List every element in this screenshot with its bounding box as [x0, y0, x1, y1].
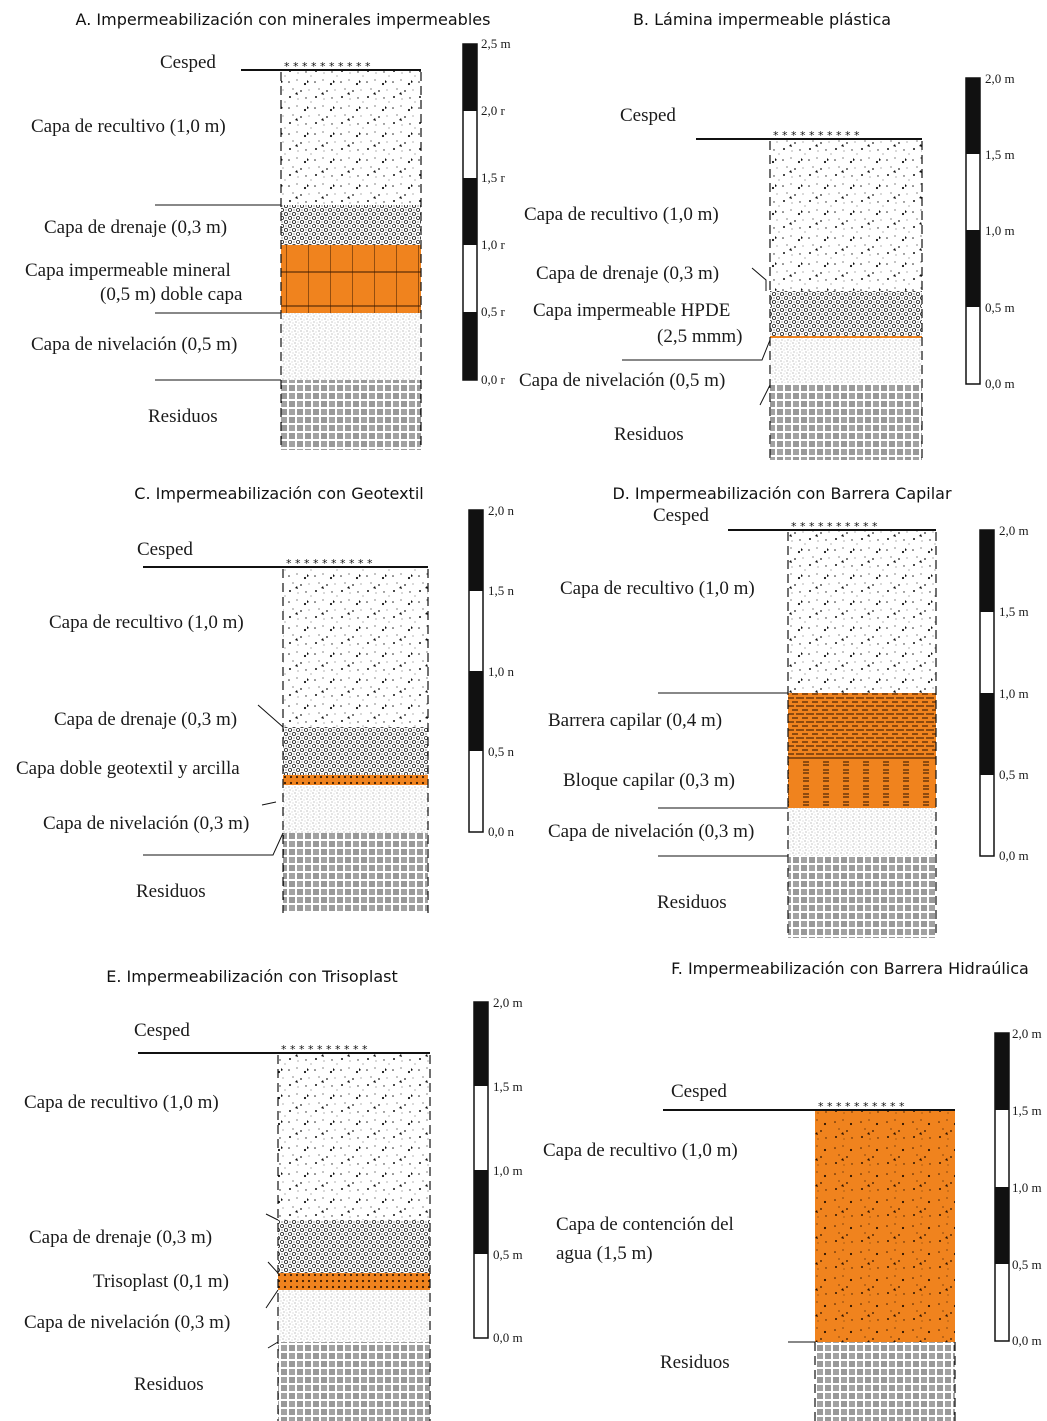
panel-f-layer-label: Capa de recultivo (1,0 m) — [543, 1140, 738, 1161]
panel-d-title: D. Impermeabilización con Barrera Capila… — [612, 484, 952, 503]
panel-b-layer-label: Capa de drenaje (0,3 m) — [536, 263, 719, 284]
panel-a-scale-tick: 1,5 r — [481, 170, 506, 185]
svg-text:* * * * * * * * * *: * * * * * * * * * * — [773, 129, 860, 142]
panel-e: E. Impermeabilización con Trisoplast * *… — [24, 967, 523, 1421]
panel-f-scale-tick: 0,0 m — [1012, 1333, 1042, 1348]
panel-f-column: * * * * * * * * * * — [663, 1100, 956, 1421]
panel-b-scale-tick: 1,0 m — [985, 223, 1015, 238]
panel-d: D. Impermeabilización con Barrera Capila… — [548, 484, 1029, 938]
panel-f-grass-label: Cesped — [671, 1081, 727, 1102]
panel-a-layer-label: Capa de drenaje (0,3 m) — [44, 217, 227, 238]
panel-a-grass-label: Cesped — [160, 52, 216, 73]
svg-text:* * * * * * * * * *: * * * * * * * * * * — [284, 60, 371, 73]
panel-d-layer-label: Residuos — [657, 892, 727, 913]
panel-e-scale-tick: 0,0 m — [493, 1330, 523, 1345]
panel-e-grass-label: Cesped — [134, 1020, 190, 1041]
panel-a-title: A. Impermeabilización con minerales impe… — [76, 10, 491, 29]
svg-text:* * * * * * * * * *: * * * * * * * * * * — [791, 520, 878, 533]
panel-a-scale-bar — [462, 43, 478, 381]
panel-b-layer-label: Capa de nivelación (0,5 m) — [519, 370, 725, 391]
panel-d-layer-label: Barrera capilar (0,4 m) — [548, 710, 722, 731]
panel-c-scale-tick: 0,0 n — [488, 824, 515, 839]
panel-b-scale-tick: 0,0 m — [985, 376, 1015, 391]
panel-c-scale-tick: 1,5 n — [488, 583, 515, 598]
panel-a: A. Impermeabilización con minerales impe… — [25, 10, 511, 450]
panel-e-column: * * * * * * * * * * — [138, 1043, 431, 1421]
panel-b: B. Lámina impermeable plástica * * * * *… — [519, 10, 1015, 460]
panel-f: F. Impermeabilización con Barrera Hidraú… — [543, 959, 1042, 1421]
panel-f-scale-tick: 1,5 m — [1012, 1103, 1042, 1118]
panel-b-title: B. Lámina impermeable plástica — [633, 10, 891, 29]
panel-f-layer-label: Residuos — [660, 1352, 730, 1373]
panel-d-scale-tick: 0,0 m — [999, 848, 1029, 863]
panel-c-layer-label: Capa doble geotextil y arcilla — [16, 758, 240, 779]
panel-d-scale-tick: 1,0 m — [999, 686, 1029, 701]
panel-a-scale-tick: 0,5 r — [481, 304, 506, 319]
panel-b-grass-label: Cesped — [620, 105, 676, 126]
panel-b-layer-label: Capa impermeable HPDE — [533, 300, 730, 321]
panel-f-scale-tick: 0,5 m — [1012, 1257, 1042, 1272]
panel-a-scale-tick: 1,0 r — [481, 237, 506, 252]
panel-a-scale-tick: 2,0 r — [481, 103, 506, 118]
panel-a-scale-tick: 2,5 m — [481, 36, 511, 51]
panel-d-scale-bar — [979, 529, 995, 857]
panel-b-scale-tick: 1,5 m — [985, 147, 1015, 162]
panel-e-layer-label: Residuos — [134, 1374, 204, 1395]
panel-b-layer-label: Capa de recultivo (1,0 m) — [524, 204, 719, 225]
panel-e-scale-tick: 2,0 m — [493, 995, 523, 1010]
panel-e-scale-tick: 0,5 m — [493, 1247, 523, 1262]
panel-d-layer-label: Bloque capilar (0,3 m) — [563, 770, 735, 791]
panel-c-grass-label: Cesped — [137, 539, 193, 560]
panel-e-scale-tick: 1,5 m — [493, 1079, 523, 1094]
panel-c-scale-tick: 1,0 n — [488, 664, 515, 679]
panel-a-layer-label: Residuos — [148, 406, 218, 427]
panel-b-scale-tick: 2,0 m — [985, 71, 1015, 86]
panel-a-layer-label: (0,5 m) doble capa — [100, 284, 243, 305]
panel-a-layer-label: Capa de recultivo (1,0 m) — [31, 116, 226, 137]
svg-text:* * * * * * * * * *: * * * * * * * * * * — [818, 1100, 905, 1113]
panel-c-scale-tick: 0,5 n — [488, 744, 515, 759]
panel-b-layer-label: (2,5 mmm) — [657, 326, 743, 347]
panel-e-layer-label: Capa de drenaje (0,3 m) — [29, 1227, 212, 1248]
panel-c-layer-label: Capa de nivelación (0,3 m) — [43, 813, 249, 834]
panel-f-title: F. Impermeabilización con Barrera Hidraú… — [671, 959, 1029, 978]
panel-a-layer-label: Capa impermeable mineral — [25, 260, 231, 281]
panel-c-scale-bar — [468, 509, 484, 833]
panel-c-layer-label: Capa de recultivo (1,0 m) — [49, 612, 244, 633]
panel-a-column: * * * * * * * * * * — [155, 60, 422, 450]
panel-e-layer-label: Capa de recultivo (1,0 m) — [24, 1092, 219, 1113]
panel-a-scale-tick: 0,0 r — [481, 372, 506, 387]
panel-e-scale-bar — [473, 1001, 489, 1339]
panel-b-scale-bar — [965, 77, 981, 385]
panel-d-grass-label: Cesped — [653, 505, 709, 526]
panel-a-layer-label: Capa de nivelación (0,5 m) — [31, 334, 237, 355]
panel-d-scale-tick: 1,5 m — [999, 604, 1029, 619]
panel-e-layer-label: Trisoplast (0,1 m) — [93, 1271, 229, 1292]
panel-d-layer-label: Capa de recultivo (1,0 m) — [560, 578, 755, 599]
panel-f-scale-bar — [994, 1032, 1010, 1342]
panel-d-layer-label: Capa de nivelación (0,3 m) — [548, 821, 754, 842]
panel-e-scale-tick: 1,0 m — [493, 1163, 523, 1178]
panel-d-column: * * * * * * * * * * — [658, 520, 937, 938]
panel-f-layer-label: agua (1,5 m) — [556, 1243, 653, 1264]
panel-f-scale-tick: 1,0 m — [1012, 1180, 1042, 1195]
panel-c-scale-tick: 2,0 n — [488, 503, 515, 518]
svg-text:* * * * * * * * * *: * * * * * * * * * * — [281, 1043, 368, 1056]
panel-e-title: E. Impermeabilización con Trisoplast — [106, 967, 397, 986]
panel-c-title: C. Impermeabilización con Geotextil — [134, 484, 423, 503]
panel-b-column: * * * * * * * * * * — [622, 129, 923, 460]
panel-b-layer-label: Residuos — [614, 424, 684, 445]
panel-f-layer-label: Capa de contención del — [556, 1214, 734, 1235]
panel-c-column: * * * * * * * * * * — [143, 557, 429, 913]
panel-c-layer-label: Capa de drenaje (0,3 m) — [54, 709, 237, 730]
panel-c-layer-label: Residuos — [136, 881, 206, 902]
panel-f-scale-tick: 2,0 m — [1012, 1026, 1042, 1041]
panel-e-layer-label: Capa de nivelación (0,3 m) — [24, 1312, 230, 1333]
panel-b-scale-tick: 0,5 m — [985, 300, 1015, 315]
panel-d-scale-tick: 2,0 m — [999, 523, 1029, 538]
panel-d-scale-tick: 0,5 m — [999, 767, 1029, 782]
svg-text:* * * * * * * * * *: * * * * * * * * * * — [286, 557, 373, 570]
panel-c: C. Impermeabilización con Geotextil * * … — [16, 484, 515, 913]
